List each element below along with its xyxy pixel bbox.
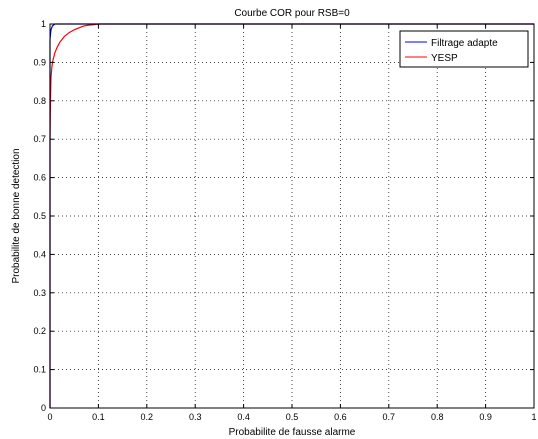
- x-tick-label: 0.8: [431, 412, 444, 422]
- legend-label-filtrage-adapte: Filtrage adapte: [431, 38, 498, 49]
- y-tick-label: 0.2: [33, 326, 46, 336]
- legend-label-yesp: YESP: [431, 53, 458, 64]
- legend-box: [399, 30, 529, 68]
- y-tick-label: 0.3: [33, 288, 46, 298]
- x-tick-label: 1: [531, 412, 536, 422]
- y-axis-title: Probabilite de bonne detection: [11, 148, 22, 283]
- x-tick-label: 0.9: [479, 412, 492, 422]
- x-tick-label: 0.2: [141, 412, 154, 422]
- y-tick-label: 0.1: [33, 365, 46, 375]
- series-line-yesp: [49, 23, 534, 408]
- x-tick-label: 0.3: [189, 412, 202, 422]
- legend: Filtrage adapte YESP: [399, 30, 529, 68]
- x-tick-label: 0.1: [92, 412, 105, 422]
- plot-area: 0 0.1 0.2 0.3 0.4 0.5 0.6 0.7 0.8 0.9 1 0 0.1 0.2 0.3 0…: [33, 19, 536, 422]
- chart-title: Courbe COR pour RSB=0: [234, 8, 350, 19]
- x-tick-label: 0.5: [286, 412, 299, 422]
- x-tick-label: 0.6: [334, 412, 347, 422]
- ticks: 0 0.1 0.2 0.3 0.4 0.5 0.6 0.7 0.8 0.9 1 0 0.1 0.2 0.3 0…: [33, 19, 536, 422]
- y-tick-label: 0.8: [33, 96, 46, 106]
- y-tick-label: 0.4: [33, 249, 46, 259]
- x-tick-label: 0.7: [383, 412, 396, 422]
- y-tick-label: 0.9: [33, 57, 46, 67]
- y-tick-label: 0: [41, 403, 46, 413]
- grid: [50, 24, 534, 408]
- x-axis-title: Probabilite de fausse alarme: [229, 427, 356, 438]
- y-tick-label: 0.5: [33, 211, 46, 221]
- x-tick-label: 0: [47, 412, 52, 422]
- y-tick-label: 0.7: [33, 134, 46, 144]
- x-tick-label: 0.4: [237, 412, 250, 422]
- y-tick-label: 1: [41, 19, 46, 29]
- y-tick-label: 0.6: [33, 173, 46, 183]
